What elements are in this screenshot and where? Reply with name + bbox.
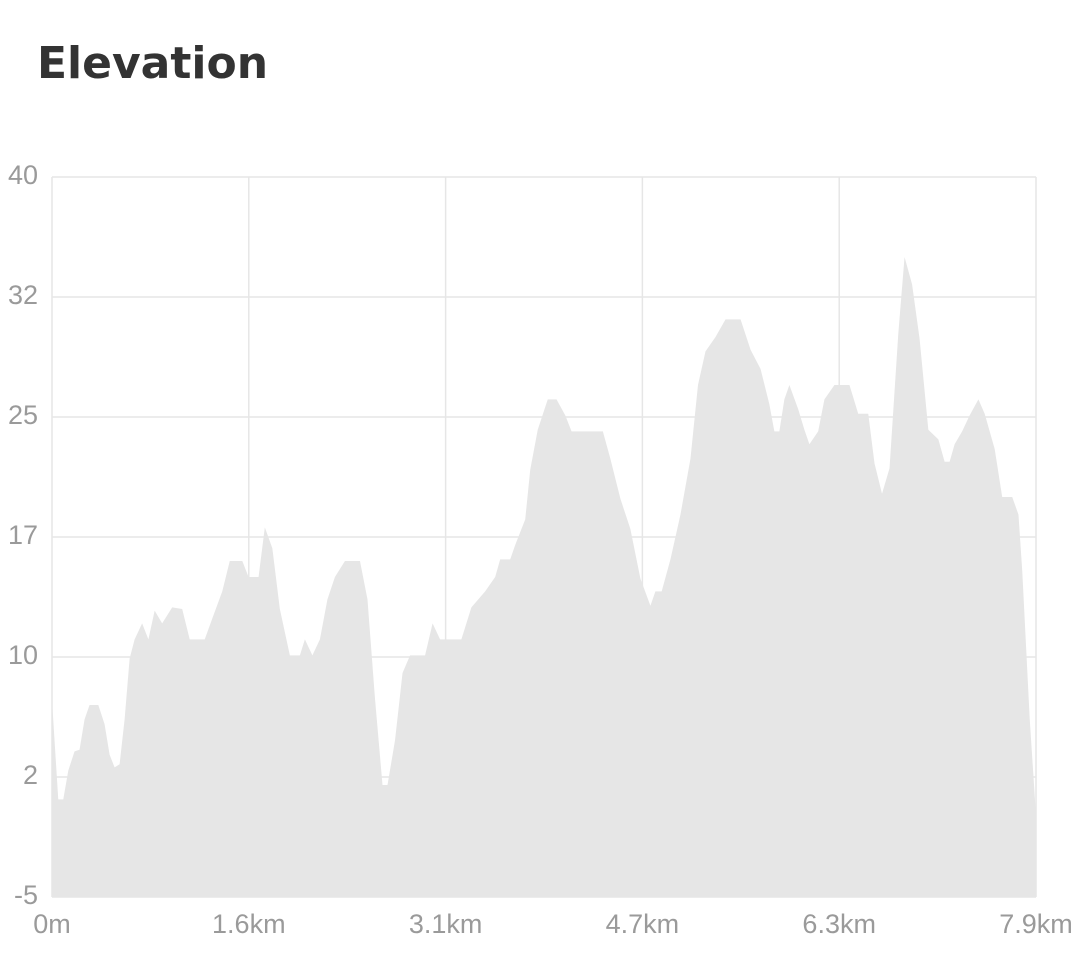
x-tick-label: 3.1km xyxy=(409,909,483,939)
y-tick-label: 25 xyxy=(8,400,38,430)
elevation-area xyxy=(52,257,1036,897)
y-tick-label: 10 xyxy=(8,640,38,670)
y-tick-label: 17 xyxy=(8,520,38,550)
x-tick-label: 0m xyxy=(33,909,71,939)
x-tick-label: 1.6km xyxy=(212,909,286,939)
y-tick-label: 40 xyxy=(8,160,38,190)
x-tick-label: 7.9km xyxy=(999,909,1073,939)
x-tick-label: 4.7km xyxy=(606,909,680,939)
x-tick-label: 6.3km xyxy=(802,909,876,939)
y-tick-label: 32 xyxy=(8,280,38,310)
y-tick-label: -5 xyxy=(14,880,38,910)
y-tick-label: 2 xyxy=(23,760,38,790)
chart-title: Elevation xyxy=(37,38,268,89)
